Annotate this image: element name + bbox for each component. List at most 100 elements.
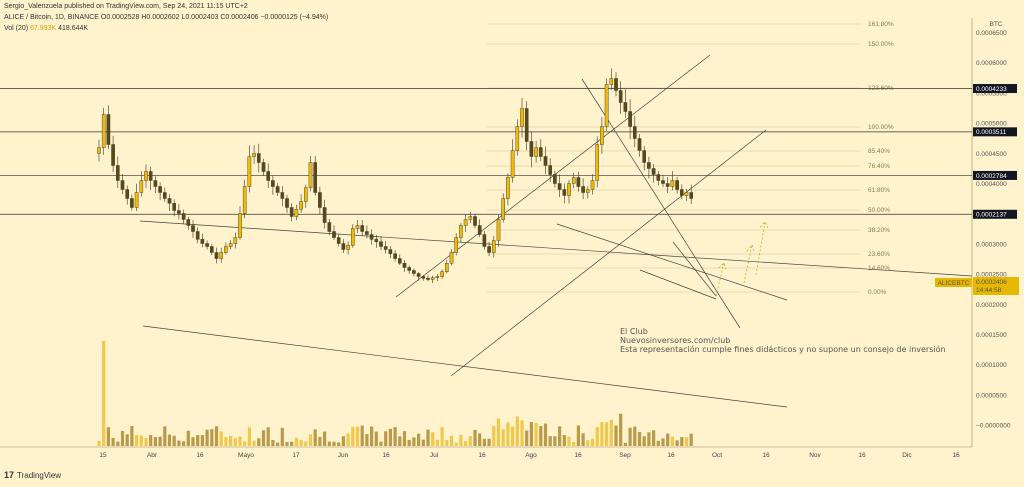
candle-body xyxy=(97,147,101,154)
candle-body xyxy=(586,189,590,193)
candle-body xyxy=(637,138,642,151)
tradingview-logo[interactable]: 17 TradingView xyxy=(4,470,61,480)
candle-body xyxy=(195,231,200,240)
price-tick-label: −0.0000000 xyxy=(976,423,1011,430)
volume-bar xyxy=(628,427,632,446)
candle-body xyxy=(360,225,365,232)
candle-body xyxy=(412,270,416,274)
volume-bar xyxy=(670,436,674,446)
volume-bar xyxy=(111,437,115,446)
volume-bar xyxy=(182,441,186,446)
volume-bar xyxy=(492,425,496,446)
fib-level-label: 61.80% xyxy=(868,187,890,194)
candle-body xyxy=(557,183,562,190)
candle-body xyxy=(539,147,543,157)
fib-level-label: 0.00% xyxy=(868,289,887,296)
candle-body xyxy=(581,186,585,193)
volume-bar xyxy=(473,429,477,446)
volume-bar xyxy=(567,436,571,446)
volume-bar xyxy=(534,422,538,446)
candle-body xyxy=(416,273,421,277)
volume-ma-value: 418.644K xyxy=(58,25,89,32)
volume-bar xyxy=(393,427,397,446)
volume-bar xyxy=(487,438,491,446)
candle-body xyxy=(567,183,571,196)
volume-bar xyxy=(464,441,468,446)
price-tick-label: 0.0005000 xyxy=(976,121,1007,128)
volume-bar xyxy=(562,435,566,446)
volume-bar xyxy=(543,423,548,446)
candle-body xyxy=(510,150,515,178)
volume-bar xyxy=(600,422,604,446)
candle-body xyxy=(261,162,266,172)
candle-body xyxy=(501,198,506,220)
candle-body xyxy=(604,84,609,127)
volume-bar xyxy=(558,426,562,446)
candle-body xyxy=(125,189,129,199)
volume-bar xyxy=(666,433,670,446)
level-tag-label: 0.0002137 xyxy=(976,212,1007,219)
candle-body xyxy=(153,180,158,187)
candle-body xyxy=(266,171,271,181)
candle-body xyxy=(553,174,557,184)
volume-bar xyxy=(276,442,280,446)
candle-body xyxy=(106,114,111,145)
volume-bar xyxy=(323,431,327,446)
candle-body xyxy=(332,231,336,238)
time-tick-label: 15 xyxy=(99,452,107,459)
volume-bar xyxy=(318,436,322,446)
candle-body xyxy=(130,198,134,208)
candle-body xyxy=(590,180,595,190)
candle-body xyxy=(435,276,440,278)
candle-body xyxy=(459,225,463,238)
volume-bar xyxy=(125,434,129,446)
time-tick-label: 16 xyxy=(382,452,390,459)
candle-body xyxy=(228,243,233,247)
candle-body xyxy=(271,180,275,187)
candle-body xyxy=(600,126,604,145)
trendlines xyxy=(139,54,973,408)
volume-bar xyxy=(529,422,533,446)
candle-body xyxy=(661,180,665,184)
volume-bar xyxy=(553,436,557,446)
volume-bar xyxy=(431,432,435,446)
time-axis-ticks: 15 Abr 16 Mayo 17 Jun 16 Jul 16 Ago 16 Sep 16 Oct 16 No… xyxy=(99,452,960,459)
volume-bar xyxy=(370,426,374,446)
projection-arrow-1 xyxy=(715,262,727,297)
lower-downtrend-line xyxy=(142,325,788,408)
volume-bar xyxy=(633,426,637,446)
candle-body xyxy=(299,201,303,210)
candle-body xyxy=(524,108,529,142)
time-tick-label: Dic xyxy=(902,452,912,459)
volume-bar xyxy=(623,442,627,446)
price-tick-label: 0.0006000 xyxy=(976,60,1007,67)
candle-body xyxy=(219,252,224,259)
volume-bar xyxy=(595,427,599,446)
volume-bar xyxy=(445,440,449,446)
volume-bar xyxy=(680,437,684,446)
note-line-1: El Club xyxy=(620,327,648,336)
volume-bar xyxy=(398,436,402,446)
ohlc-values: O0.0002528 H0.0002602 L0.0002403 C0.0002… xyxy=(100,14,329,21)
fib-level-label: 100.00% xyxy=(868,124,894,131)
countdown: 14:44:58 xyxy=(976,287,1002,294)
projection-arrow-3 xyxy=(755,221,769,276)
candle-body xyxy=(148,171,153,181)
candle-body xyxy=(496,219,501,241)
projection-arrows xyxy=(715,221,769,297)
volume-bar xyxy=(130,426,134,446)
time-tick-label: Jun xyxy=(338,452,349,459)
candle-body xyxy=(520,108,524,127)
candle-body xyxy=(369,234,374,240)
candle-body xyxy=(101,114,106,148)
candle-body xyxy=(477,225,482,235)
candle-body xyxy=(628,111,632,127)
candle-body xyxy=(623,102,628,112)
volume-bar xyxy=(581,433,585,446)
candle-body xyxy=(322,207,327,223)
candle-body xyxy=(468,216,473,220)
volume-bar xyxy=(614,425,618,446)
candle-body xyxy=(205,243,209,247)
volume-bar xyxy=(149,434,153,446)
